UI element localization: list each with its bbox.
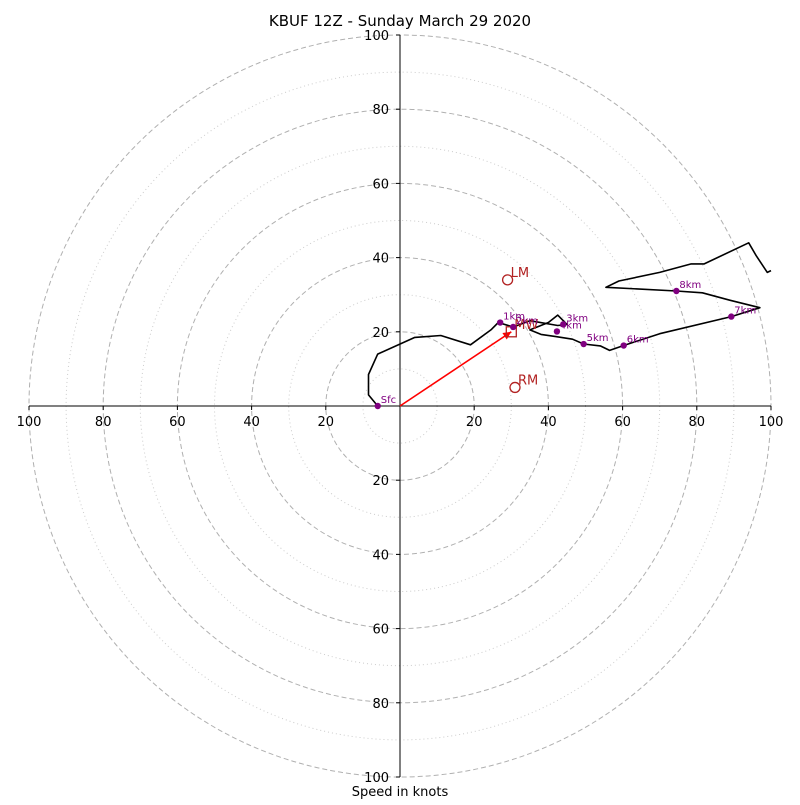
- storm-motion-group: LM RM MW: [501, 266, 539, 394]
- height-marker-dot: [509, 323, 517, 331]
- y-tick-label: 100: [364, 29, 389, 44]
- height-marker-dot: [496, 319, 504, 326]
- height-marker-label: 2km: [516, 316, 538, 327]
- height-marker-label: 7km: [734, 306, 756, 317]
- y-tick-label: 60: [372, 177, 389, 192]
- x-tick-label: 40: [243, 415, 260, 430]
- height-marker-label: 4km: [560, 320, 582, 331]
- storm-motion-rm-marker: [509, 381, 521, 394]
- y-tick-label: 100: [364, 771, 389, 786]
- height-marker-dot: [560, 321, 567, 328]
- height-marker-label: Sfc: [381, 395, 396, 406]
- hodograph-trace: [367, 242, 772, 407]
- height-marker-dot: [553, 328, 561, 335]
- x-tick-label: 20: [318, 415, 335, 430]
- storm-motion-lm-label: LM: [511, 266, 529, 281]
- y-tick-label: 60: [372, 623, 389, 638]
- y-tick-label: 20: [372, 474, 389, 489]
- x-tick-label: 80: [689, 415, 706, 430]
- shear-vector-group: [399, 331, 512, 407]
- height-marker-dot: [673, 287, 680, 295]
- y-tick-label: 20: [372, 326, 389, 341]
- height-marker-label: 1km: [503, 312, 525, 323]
- x-tick-label: 80: [95, 415, 112, 430]
- x-tick-label: 60: [169, 415, 186, 430]
- x-tick-label: 20: [466, 415, 483, 430]
- x-tick-label: 40: [540, 415, 557, 430]
- height-marker-label: 3km: [566, 313, 588, 324]
- height-marker-label: 6km: [627, 335, 649, 346]
- y-tick-label: 80: [372, 697, 389, 712]
- y-tick-label: 40: [372, 252, 389, 267]
- tick-labels: 100 80 60 40 20 20 40 60 80 100 100 80 60 40 20 20 40 60 8…: [17, 29, 784, 786]
- storm-motion-lm-marker: [501, 274, 514, 286]
- shear-vector-line: [399, 331, 512, 407]
- y-tick-label: 40: [372, 548, 389, 563]
- hodograph-trace-group: [367, 242, 772, 407]
- height-marker-dot: [580, 340, 587, 348]
- y-tick-label: 80: [372, 103, 389, 118]
- chart-title: KBUF 12Z - Sunday March 29 2020: [269, 12, 531, 30]
- height-marker-dot: [620, 342, 627, 349]
- x-tick-label: 60: [614, 415, 631, 430]
- height-marker-label: 8km: [679, 280, 701, 291]
- x-tick-label: 100: [759, 415, 784, 430]
- x-tick-label: 100: [17, 415, 42, 430]
- height-marker-dot: [728, 313, 735, 320]
- storm-motion-mw-label: MW: [514, 318, 538, 333]
- height-marker-label: 5km: [587, 333, 609, 344]
- x-axis-label: Speed in knots: [352, 785, 449, 800]
- height-marker-dot: [374, 402, 381, 410]
- storm-motion-rm-label: RM: [518, 373, 538, 388]
